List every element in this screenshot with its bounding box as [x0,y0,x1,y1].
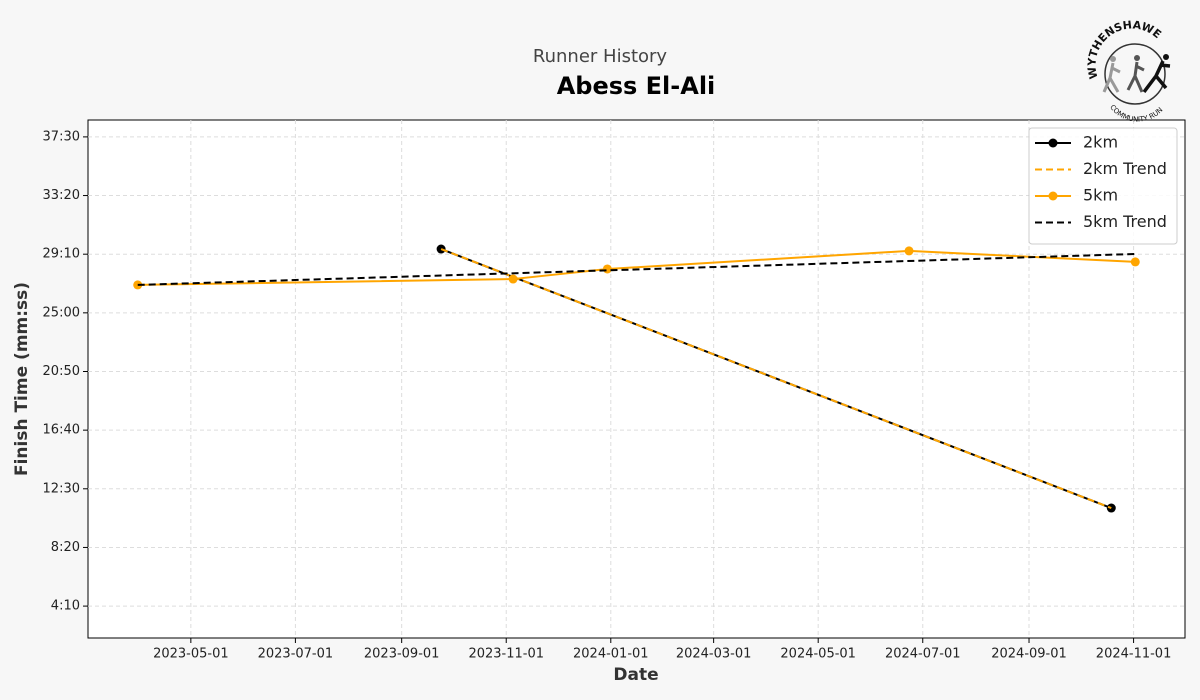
x-axis-label: Date [613,665,658,685]
logo-runner [1110,56,1116,62]
x-tick-label: 2024-01-01 [573,647,649,662]
series-line [137,252,1136,286]
logo-runner [1134,55,1140,61]
x-tick-label: 2024-03-01 [676,647,752,662]
x-tick-label: 2023-05-01 [153,647,229,662]
data-point [904,246,914,256]
grid [88,120,1185,638]
y-tick-label: 12:30 [43,481,80,496]
data-point [508,274,518,284]
logo-runner [1163,54,1169,60]
y-tick-label: 29:10 [43,247,80,262]
logo-runner [1102,62,1121,93]
x-tick-label: 2024-09-01 [991,647,1067,662]
y-tick-label: 16:40 [43,423,80,438]
x-tick-label: 2023-11-01 [468,647,544,662]
x-tick-label: 2023-09-01 [364,647,440,662]
y-tick-label: 20:50 [43,364,80,379]
series-line [440,248,1112,509]
y-tick-label: 25:00 [43,305,80,320]
legend-label: 5km [1083,186,1118,205]
legend-label: 2km [1083,133,1118,152]
x-tick-label: 2023-07-01 [258,647,334,662]
x-tick-label: 2024-11-01 [1096,647,1172,662]
y-axis-label: Finish Time (mm:ss) [12,282,32,476]
y-tick-label: 8:20 [51,540,80,555]
legend-box [1028,127,1178,245]
logo-ring [1104,43,1166,105]
y-tick-label: 4:10 [51,599,80,614]
y-tick-label: 37:30 [43,129,80,144]
legend-label: 2km Trend [1083,159,1167,178]
chart-subtitle: Abess El-Ali [557,72,716,100]
x-tick-label: 2024-05-01 [780,647,856,662]
legend-label: 5km Trend [1083,212,1167,231]
chart-title: Runner History [533,46,668,67]
data-point [602,264,612,274]
x-tick-label: 2024-07-01 [885,647,961,662]
data-point [1130,257,1140,267]
logo-runner [1142,60,1171,94]
logo-runner [1126,61,1145,93]
legend-marker [1048,138,1058,148]
legend-marker [1048,191,1058,201]
plot-area [87,119,1186,639]
y-tick-label: 33:20 [43,188,80,203]
legend: 2km 2km Trend 5km 5km Trend [1028,127,1178,245]
